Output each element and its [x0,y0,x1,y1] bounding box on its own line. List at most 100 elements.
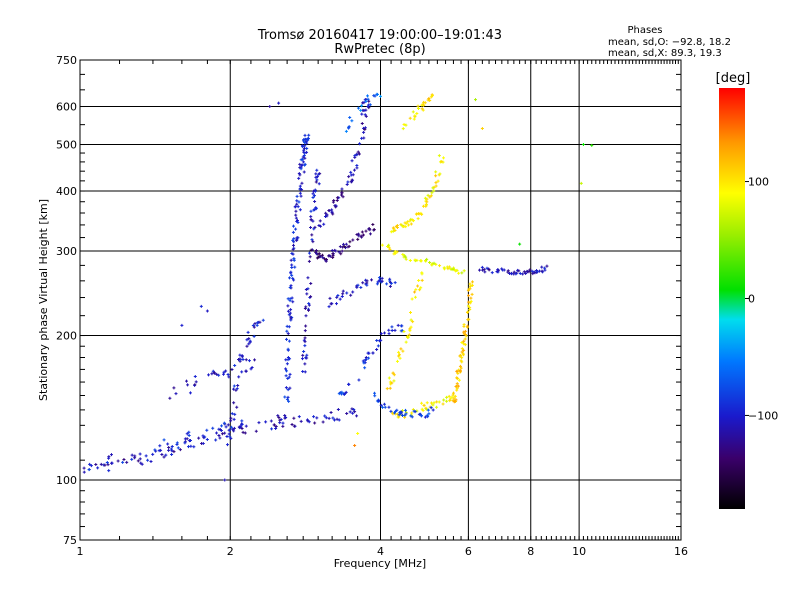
data-point [305,150,309,154]
data-point [470,283,474,287]
data-point [403,221,407,225]
data-point [306,419,310,423]
data-point [315,178,319,182]
data-point [416,104,420,108]
data-point [404,340,408,344]
data-point [434,174,438,178]
data-point [355,414,359,418]
data-point [240,370,244,374]
data-point [324,211,328,215]
data-point [360,121,364,125]
data-point [460,271,464,275]
data-point [393,228,397,232]
data-point [243,431,247,435]
data-point [469,296,473,300]
data-point [341,289,345,293]
data-point [288,386,292,390]
data-point [107,469,111,473]
data-point [371,223,375,227]
data-point [322,257,326,261]
data-point [201,434,205,438]
data-point [178,448,182,452]
data-point [420,107,424,111]
data-point [162,438,166,442]
data-point [247,359,251,363]
data-point [356,237,360,241]
data-point [301,145,305,149]
data-point [291,247,295,251]
data-point [335,199,339,203]
data-point [462,330,466,334]
data-points [82,92,594,482]
data-point [315,416,319,420]
data-point [218,436,222,440]
data-point [344,390,348,394]
data-point [404,225,408,229]
data-point [321,256,325,260]
data-point [380,276,384,280]
data-point [309,248,313,252]
data-point [87,468,91,472]
data-point [188,391,192,395]
data-point [365,279,369,283]
data-point [314,206,318,210]
data-point [149,460,153,464]
data-point [276,414,280,418]
data-point [309,225,313,229]
data-point [247,337,251,341]
data-point [286,304,290,308]
data-point [387,376,391,380]
data-point [290,273,294,277]
data-point [416,284,420,288]
data-point [360,235,364,239]
data-point [385,282,389,286]
data-point [309,295,313,299]
data-point [427,412,431,416]
data-point [287,313,291,317]
data-point [331,416,335,420]
stats-o-mode: mean, sd,O: −92.8, 18.2 [608,37,731,48]
data-point [393,281,397,285]
data-point [296,205,300,209]
data-point [288,357,292,361]
data-point [164,453,168,457]
data-point [366,351,370,355]
data-point [347,125,351,129]
data-point [363,126,367,130]
data-point [121,460,125,464]
data-point [327,305,331,309]
data-point [305,356,309,360]
data-point [314,175,318,179]
data-point [411,218,415,222]
data-point [298,162,302,166]
data-point [313,421,317,425]
data-point [318,254,322,258]
data-point [344,129,348,133]
data-point [406,335,410,339]
data-point [356,106,360,110]
data-point [290,251,294,255]
data-point [367,356,371,360]
data-point [334,205,338,209]
data-point [473,98,477,102]
data-point [310,233,314,237]
data-point [375,348,379,352]
data-point [420,212,424,216]
data-point [229,416,233,420]
data-point [417,278,421,282]
data-point [151,452,155,456]
data-point [153,448,157,452]
data-point [442,156,446,160]
data-point [285,362,289,366]
data-point [289,284,293,288]
data-point [304,314,308,318]
data-point [193,383,197,387]
data-point [397,413,401,417]
data-point [413,410,417,414]
data-point [454,398,458,402]
data-point [363,127,367,131]
data-point [269,419,273,423]
data-point [340,294,344,298]
data-point [302,150,306,154]
data-point [313,199,317,203]
